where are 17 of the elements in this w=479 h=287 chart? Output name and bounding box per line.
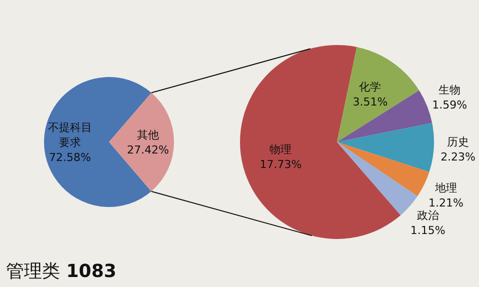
data-label: 17.73% [260,158,302,172]
data-label: 1.21% [428,196,464,210]
slice-label: 物理 [270,143,292,156]
data-label: 72.58% [49,150,91,164]
data-label: 2.23% [440,150,476,164]
data-label: 1.59% [432,98,468,112]
slice-label: 化学 [359,80,382,94]
slice-label: 政治 [416,208,439,222]
slice-label: 其他 [137,128,159,142]
slice-label: 历史 [447,136,470,149]
text: 管理类 1083 [6,261,116,282]
slice-label: 生物 [438,84,461,97]
slice-label: 地理 [434,182,458,195]
data-label: 3.51% [352,96,388,109]
data-label: 27.42% [127,144,169,157]
slice-label: 不提科目要求 [48,120,92,149]
data-label: 1.15% [410,224,446,237]
